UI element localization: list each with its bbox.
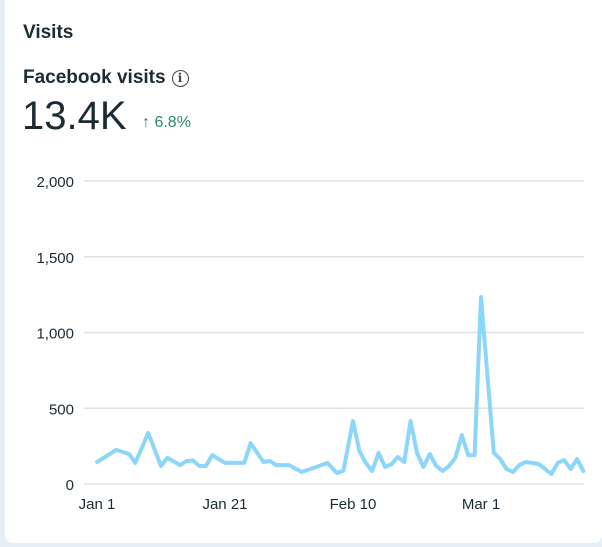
metric-label: Facebook visits: [23, 67, 166, 88]
series-line: [95, 295, 586, 476]
y-tick-label: 0: [66, 477, 74, 494]
x-tick-label: Jan 1: [79, 496, 116, 513]
y-tick-label: 500: [49, 401, 74, 418]
metric-delta: ↑ 6.8%: [142, 114, 191, 132]
x-tick-label: Jan 21: [202, 496, 247, 513]
y-tick-label: 2,000: [36, 174, 74, 191]
arrow-up-icon: ↑: [142, 114, 150, 131]
visits-card: Visits Facebook visits i 13.4K ↑ 6.8%: [5, 0, 602, 543]
y-tick-label: 1,000: [36, 326, 74, 343]
info-icon[interactable]: i: [171, 69, 189, 87]
x-tick-label: Feb 10: [330, 496, 377, 513]
metric-label-row: Facebook visits i: [23, 67, 189, 89]
delta-value: 6.8%: [154, 114, 191, 131]
x-tick-label: Mar 1: [462, 496, 500, 513]
y-tick-label: 1,500: [36, 250, 74, 267]
card-title: Visits: [23, 22, 74, 43]
metric-value: 13.4K: [22, 94, 127, 138]
